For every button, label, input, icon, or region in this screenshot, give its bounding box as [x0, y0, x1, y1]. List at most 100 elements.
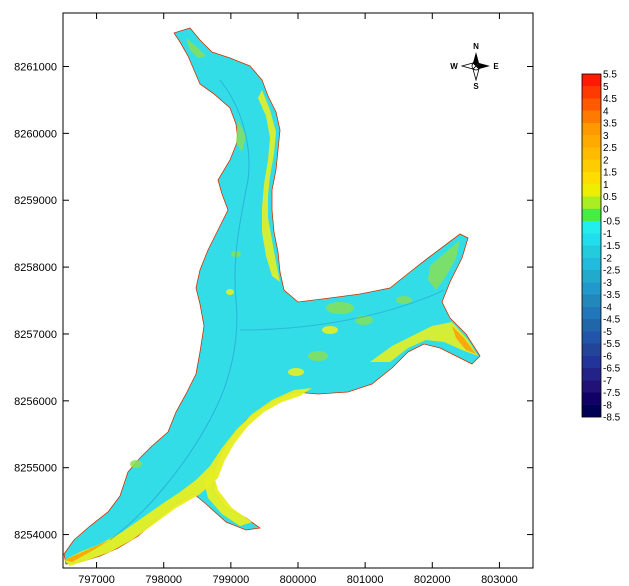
- legend-swatch: [582, 208, 601, 222]
- depth-legend: 5.554.54 3.532.52 1.510.50 -0.5-1-1.5-2 -2.5…: [581, 70, 621, 424]
- legend-label: 1.5: [603, 168, 617, 179]
- x-tick-label: 802000: [414, 574, 451, 586]
- shoal-patch: [322, 326, 338, 334]
- legend-label: -2.5: [603, 266, 621, 277]
- legend-label: -6: [603, 351, 612, 362]
- x-tick-label: 801000: [347, 574, 384, 586]
- legend-label: -1: [603, 229, 612, 240]
- legend-swatch: [582, 123, 601, 136]
- x-tick-label: 800000: [280, 574, 317, 586]
- legend-label: -5.5: [603, 339, 621, 350]
- shoal-patch: [396, 296, 412, 304]
- legend-swatch: [582, 319, 601, 332]
- x-tick-label: 803000: [481, 574, 518, 586]
- bank-east: [428, 240, 460, 290]
- legend-label: -7.5: [603, 388, 621, 399]
- legend-label: 4.5: [603, 94, 617, 105]
- legend-label: -1.5: [603, 241, 621, 252]
- legend-label: 3: [603, 131, 609, 142]
- shallow-zone-east: [370, 322, 478, 362]
- legend-label: -3.5: [603, 290, 621, 301]
- legend-swatch: [582, 270, 601, 283]
- y-tick-label: 8254000: [14, 530, 57, 542]
- shore-warm-south: [64, 540, 110, 562]
- bank-north-2: [236, 120, 246, 152]
- legend-swatch: [582, 196, 601, 209]
- legend-label: -2: [603, 253, 612, 264]
- legend-label: 0.5: [603, 192, 617, 203]
- legend-swatch: [582, 98, 601, 111]
- legend-swatch: [582, 233, 601, 246]
- legend-swatch: [582, 135, 601, 148]
- y-tick-label: 8259000: [14, 195, 57, 207]
- bank-north: [186, 38, 206, 58]
- legend-swatch: [582, 147, 601, 160]
- legend-label: -4.5: [603, 315, 621, 326]
- compass-rose: N S W E: [450, 42, 499, 91]
- legend-label: -4: [603, 302, 612, 313]
- shoal-patch: [326, 302, 354, 314]
- legend-swatch: [582, 392, 601, 405]
- legend-label: -7: [603, 376, 612, 387]
- x-tick-label: 799000: [212, 574, 249, 586]
- legend-swatch: [582, 245, 601, 258]
- legend-swatch: [582, 355, 601, 369]
- compass-north-label: N: [473, 42, 479, 51]
- shoal-patch: [288, 368, 304, 376]
- legend-label: 1: [603, 180, 609, 191]
- shoal-patch: [226, 289, 234, 295]
- legend-label: 2: [603, 155, 609, 166]
- y-tick-label: 8258000: [14, 262, 57, 274]
- legend-label: 4: [603, 106, 609, 117]
- legend-label: 3.5: [603, 119, 617, 130]
- legend-label: 0: [603, 204, 609, 215]
- shallow-zone-fork: [204, 468, 252, 526]
- shore-warm-east: [452, 326, 476, 354]
- legend-swatch: [582, 221, 601, 234]
- legend-swatch: [582, 159, 601, 173]
- reservoir-surface: [63, 27, 481, 566]
- legend-label: -3: [603, 278, 612, 289]
- legend-swatch: [582, 257, 601, 271]
- y-tick-label: 8261000: [14, 61, 57, 73]
- legend-label: -6.5: [603, 364, 621, 375]
- legend-swatch: [582, 343, 601, 356]
- legend-swatch: [582, 380, 601, 393]
- y-tick-label: 8260000: [14, 128, 57, 140]
- legend-swatch: [582, 368, 601, 381]
- x-tick-label: 798000: [145, 574, 182, 586]
- legend-swatch: [582, 86, 601, 99]
- y-tick-label: 8255000: [14, 463, 57, 475]
- legend-label: -5: [603, 327, 612, 338]
- shallow-zone-north: [258, 90, 280, 282]
- deep-channel: [109, 79, 250, 541]
- legend-swatch: [582, 306, 601, 320]
- shoal-patch: [308, 351, 328, 361]
- legend-label: 5: [603, 82, 609, 93]
- legend-swatch: [582, 331, 601, 344]
- legend-swatch: [582, 282, 601, 295]
- y-axis: 8254000 8255000 8256000 8257000 8258000 82590…: [14, 61, 533, 542]
- compass-south-label: S: [473, 82, 479, 91]
- x-tick-label: 797000: [78, 574, 115, 586]
- legend-swatch: [582, 110, 601, 124]
- legend-swatch: [582, 184, 601, 197]
- legend-swatch: [582, 294, 601, 307]
- legend-label: 2.5: [603, 143, 617, 154]
- legend-label: 5.5: [603, 70, 617, 81]
- compass-east-label: E: [493, 62, 499, 71]
- legend-label: -0.5: [603, 217, 621, 228]
- shoal-patch: [130, 460, 142, 468]
- deep-channel: [239, 289, 445, 331]
- x-axis: 797000 798000 799000 800000 801000 802000 8030…: [78, 13, 518, 586]
- compass-west-label: W: [450, 62, 458, 71]
- legend-swatch: [582, 74, 601, 87]
- legend-swatch: [582, 172, 601, 185]
- legend-border: [581, 73, 602, 418]
- y-tick-label: 8256000: [14, 396, 57, 408]
- legend-label: -8.5: [603, 413, 621, 424]
- legend-swatch: [582, 404, 601, 418]
- y-tick-label: 8257000: [14, 329, 57, 341]
- legend-label: -8: [603, 400, 612, 411]
